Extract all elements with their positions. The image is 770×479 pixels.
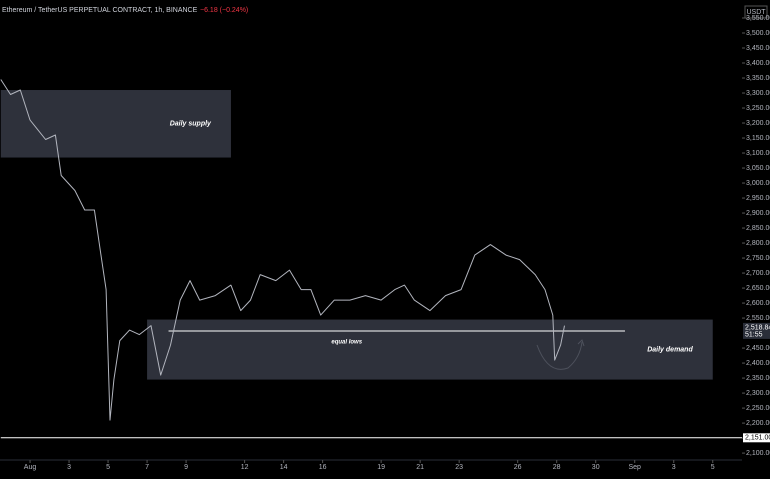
y-tick-label: 2,300.00 — [746, 390, 770, 397]
y-tick-label: 2,700.00 — [746, 270, 770, 277]
chart-title: Ethereum / TetherUS PERPETUAL CONTRACT, … — [2, 7, 198, 14]
y-tick-label: 2,750.00 — [746, 255, 770, 262]
x-tick-label: 21 — [416, 464, 424, 471]
y-tick-label: 2,600.00 — [746, 300, 770, 307]
y-tick-label: 2,850.00 — [746, 225, 770, 232]
y-tick-label: 2,650.00 — [746, 285, 770, 292]
y-tick-label: 3,500.00 — [746, 30, 770, 37]
x-tick-label: 16 — [319, 464, 327, 471]
zone-label: Daily demand — [647, 346, 693, 353]
y-tick-label: 3,100.00 — [746, 150, 770, 157]
zone-label: Daily supply — [170, 121, 212, 128]
zone — [0, 90, 231, 158]
x-tick-label: Sep — [628, 464, 641, 471]
y-tick-label: 2,550.00 — [746, 315, 770, 322]
x-tick-label: 23 — [455, 464, 463, 471]
y-tick-label: 2,350.00 — [746, 375, 770, 382]
y-tick-label: 2,950.00 — [746, 195, 770, 202]
y-tick-label: 3,150.00 — [746, 135, 770, 142]
y-tick-label: 2,100.00 — [746, 450, 770, 457]
y-tick-label: 3,200.00 — [746, 120, 770, 127]
y-tick-label: 2,250.00 — [746, 405, 770, 412]
price-tag — [743, 433, 770, 443]
currency-box[interactable] — [744, 5, 768, 19]
y-tick-label: 2,400.00 — [746, 360, 770, 367]
x-tick-label: 7 — [145, 464, 149, 471]
y-tick-label: 3,550.00 — [746, 15, 770, 22]
y-tick-label: 3,350.00 — [746, 75, 770, 82]
zone — [147, 319, 713, 380]
y-tick-label: 2,900.00 — [746, 210, 770, 217]
x-tick-label: 28 — [553, 464, 561, 471]
x-tick-label: 9 — [184, 464, 188, 471]
x-tick-label: 5 — [711, 464, 715, 471]
currency[interactable]: USDT — [746, 9, 766, 16]
countdown: 51:55 — [745, 331, 763, 338]
x-tick-label: 30 — [592, 464, 600, 471]
x-tick-label: 26 — [514, 464, 522, 471]
x-tick-label: 5 — [106, 464, 110, 471]
y-tick-label: 3,250.00 — [746, 105, 770, 112]
price-line — [0, 79, 565, 421]
x-tick-label: 19 — [377, 464, 385, 471]
price-tag-label: 2,151.00 — [745, 435, 770, 442]
y-tick-label: 2,800.00 — [746, 240, 770, 247]
price-tag-label: 2,518.84 — [745, 324, 770, 331]
y-tick-label: 2,450.00 — [746, 345, 770, 352]
y-tick-label: 3,400.00 — [746, 60, 770, 67]
y-tick-label: 2,200.00 — [746, 420, 770, 427]
y-tick-label: 3,450.00 — [746, 45, 770, 52]
y-tick-label: 3,300.00 — [746, 90, 770, 97]
x-tick-label: Aug — [24, 464, 37, 471]
price-tag — [743, 322, 770, 339]
x-tick-label: 12 — [241, 464, 249, 471]
x-tick-label: 14 — [280, 464, 288, 471]
y-tick-label: 3,050.00 — [746, 165, 770, 172]
x-tick-label: 3 — [67, 464, 71, 471]
price-change: −6.18 (−0.24%) — [200, 7, 248, 14]
x-tick-label: 3 — [672, 464, 676, 471]
y-tick-label: 3,000.00 — [746, 180, 770, 187]
level-label: equal lows — [331, 340, 362, 346]
